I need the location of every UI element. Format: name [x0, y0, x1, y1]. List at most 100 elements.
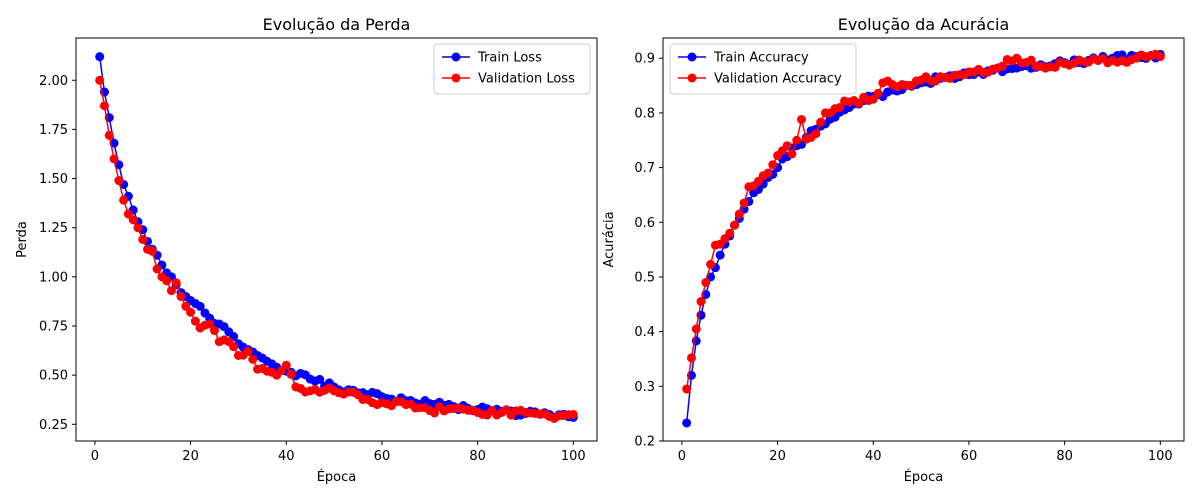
- y-tick-label: 0.2: [634, 435, 655, 450]
- x-tick-label: 40: [278, 449, 295, 464]
- x-tick-label: 60: [961, 449, 978, 464]
- x-axis-label: Época: [904, 469, 944, 485]
- legend-box: [669, 43, 857, 95]
- x-tick-label: 0: [91, 449, 99, 464]
- data-point: [281, 360, 291, 370]
- data-point: [725, 228, 735, 238]
- y-tick-label: 0.50: [39, 369, 68, 384]
- data-point: [715, 250, 725, 260]
- plot-frame: [662, 37, 1185, 442]
- y-tick-label: 1.50: [39, 172, 68, 187]
- series-line: [98, 80, 574, 420]
- data-point: [171, 278, 181, 288]
- data-point: [243, 347, 253, 357]
- data-point: [152, 264, 162, 274]
- series-validation-loss: [95, 75, 578, 423]
- y-tick-label: 0.25: [39, 418, 68, 433]
- data-point: [95, 52, 105, 62]
- data-point: [811, 129, 821, 139]
- y-tick-label: 1.00: [39, 270, 68, 285]
- data-point: [701, 277, 711, 287]
- data-point: [176, 292, 186, 302]
- legend-entry: Train Loss: [477, 51, 542, 66]
- data-point: [229, 342, 239, 352]
- series-train-accuracy: [682, 49, 1165, 428]
- x-axis-label: Época: [317, 469, 357, 485]
- x-tick-label: 100: [1148, 449, 1173, 464]
- y-tick-label: 2.00: [39, 74, 68, 89]
- data-point: [797, 114, 806, 124]
- data-point: [682, 384, 692, 394]
- y-tick-label: 0.6: [634, 216, 655, 231]
- data-point: [114, 176, 124, 186]
- data-point: [686, 353, 696, 363]
- data-point: [195, 301, 205, 311]
- series-line: [685, 53, 1161, 390]
- y-axis-label: Perda: [15, 221, 30, 258]
- legend-marker: [687, 73, 697, 83]
- chart-2: Evolução da Acurácia 0 20 40 60 80 100 0.2 0.3 0.…: [602, 15, 1185, 485]
- data-point: [734, 209, 744, 219]
- data-point: [166, 286, 176, 296]
- legend-marker: [451, 73, 461, 83]
- data-point: [104, 130, 114, 140]
- y-tick-label: 1.75: [39, 123, 68, 138]
- x-tick-label: 80: [1056, 449, 1073, 464]
- data-point: [997, 61, 1007, 71]
- data-point: [787, 149, 797, 159]
- data-point: [119, 195, 129, 205]
- data-point: [730, 220, 740, 230]
- data-point: [854, 98, 864, 108]
- plot-frame: [75, 37, 598, 442]
- data-point: [210, 326, 219, 336]
- data-point: [873, 88, 883, 98]
- y-tick-label: 0.5: [634, 270, 655, 285]
- data-point: [696, 297, 706, 307]
- chart-title: Evolução da Acurácia: [838, 15, 1010, 34]
- y-axis-label: Acurácia: [602, 211, 617, 267]
- data-point: [147, 246, 157, 256]
- legend: Train Accuracy Validation Accuracy: [669, 43, 857, 95]
- y-tick-label: 0.4: [634, 325, 655, 340]
- data-point: [739, 198, 749, 208]
- data-point: [1155, 52, 1165, 62]
- data-point: [133, 223, 143, 233]
- x-tick-label: 60: [374, 449, 391, 464]
- x-tick-label: 80: [469, 449, 486, 464]
- data-point: [768, 160, 778, 170]
- x-tick-label: 40: [865, 449, 882, 464]
- data-point: [816, 117, 826, 127]
- data-point: [792, 135, 802, 145]
- series-line: [98, 56, 574, 419]
- data-point: [706, 259, 716, 269]
- data-point: [99, 101, 109, 111]
- data-point: [248, 354, 258, 364]
- data-point: [286, 369, 296, 379]
- data-point: [430, 408, 440, 418]
- data-point: [835, 103, 845, 113]
- data-point: [691, 324, 701, 334]
- data-point: [568, 409, 578, 419]
- legend: Train Loss Validation Loss: [433, 43, 591, 95]
- y-tick-label: 0.3: [634, 380, 655, 395]
- data-point: [95, 75, 105, 85]
- series-line: [685, 53, 1161, 424]
- data-point: [205, 319, 215, 329]
- legend-marker: [687, 52, 697, 62]
- chart-1: Evolução da Perda 0 20 40 60 80 100 0.25 0.50 0.7…: [15, 15, 598, 485]
- data-point: [138, 235, 148, 244]
- x-tick-label: 0: [678, 449, 686, 464]
- data-point: [109, 154, 119, 164]
- chart-title: Evolução da Perda: [263, 15, 411, 34]
- series-train-loss: [95, 52, 578, 422]
- y-tick-label: 0.7: [634, 161, 655, 176]
- data-point: [162, 276, 172, 286]
- y-tick-label: 0.75: [39, 319, 68, 334]
- legend-marker: [451, 52, 461, 62]
- x-tick-label: 100: [561, 449, 586, 464]
- data-point: [782, 141, 792, 151]
- series-validation-accuracy: [682, 49, 1165, 394]
- data-point: [128, 215, 138, 225]
- data-point: [763, 168, 773, 178]
